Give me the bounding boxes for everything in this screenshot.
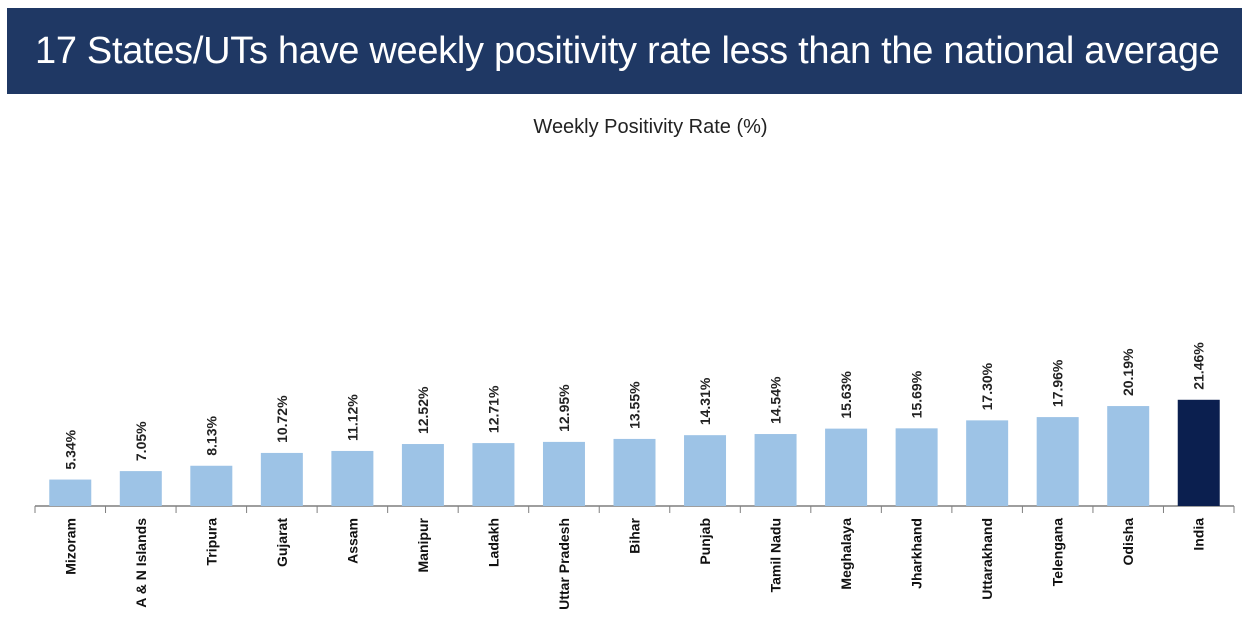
category-label: Assam <box>344 518 360 564</box>
category-label: Odisha <box>1120 518 1136 566</box>
bar <box>260 452 303 506</box>
slide-title: 17 States/UTs have weekly positivity rat… <box>35 29 1220 72</box>
category-label: Manipur <box>415 517 431 572</box>
data-label: 15.69% <box>909 370 925 418</box>
title-banner: 17 States/UTs have weekly positivity rat… <box>7 8 1242 94</box>
category-label: Gujarat <box>274 518 290 567</box>
data-label: 12.71% <box>485 385 501 433</box>
data-label: 5.34% <box>62 429 78 469</box>
data-label: 8.13% <box>203 416 219 456</box>
bar <box>613 438 656 506</box>
bar <box>684 435 727 506</box>
data-label: 10.72% <box>274 395 290 443</box>
category-label: Meghalaya <box>838 518 854 590</box>
data-label: 15.63% <box>838 371 854 419</box>
bar <box>1036 417 1079 506</box>
category-label: Uttar Pradesh <box>556 518 572 610</box>
category-label: Punjab <box>697 518 713 565</box>
category-label: Ladakh <box>485 518 501 567</box>
bar <box>895 428 938 506</box>
bar <box>1107 406 1150 506</box>
chart-title: Weekly Positivity Rate (%) <box>533 116 768 138</box>
bar <box>825 428 868 506</box>
bar <box>754 434 797 506</box>
data-label: 12.52% <box>415 386 431 434</box>
bar <box>331 450 374 506</box>
bar <box>966 420 1009 506</box>
bar <box>542 441 585 506</box>
data-label: 21.46% <box>1191 342 1207 390</box>
category-label: India <box>1191 518 1207 551</box>
bar <box>1177 399 1220 506</box>
category-label: A & N Islands <box>133 518 149 608</box>
category-label: Tamil Nadu <box>768 518 784 592</box>
bar <box>190 465 233 506</box>
category-label: Mizoram <box>62 518 78 575</box>
data-label: 17.96% <box>1050 359 1066 407</box>
category-label: Uttarakhand <box>979 518 995 600</box>
category-label: Bihar <box>627 517 643 553</box>
data-label: 14.54% <box>768 376 784 424</box>
data-label: 20.19% <box>1120 348 1136 396</box>
category-label: Telengana <box>1050 518 1066 586</box>
data-label: 17.30% <box>979 362 995 410</box>
bar <box>119 471 162 506</box>
category-label: Tripura <box>203 518 219 566</box>
bar <box>401 444 444 506</box>
data-label: 11.12% <box>344 394 360 441</box>
bar <box>472 443 515 506</box>
category-label: Jharkhand <box>909 518 925 589</box>
data-label: 14.31% <box>697 377 713 425</box>
data-label: 12.95% <box>556 384 572 432</box>
bar <box>49 479 92 506</box>
data-label: 7.05% <box>133 421 149 461</box>
data-label: 13.55% <box>627 381 643 429</box>
